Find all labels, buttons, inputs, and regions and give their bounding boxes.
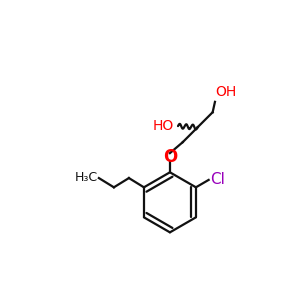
Text: H₃C: H₃C: [75, 171, 98, 184]
Text: O: O: [163, 148, 177, 166]
Text: OH: OH: [216, 85, 237, 99]
Text: Cl: Cl: [210, 172, 225, 187]
Text: HO: HO: [153, 119, 174, 133]
